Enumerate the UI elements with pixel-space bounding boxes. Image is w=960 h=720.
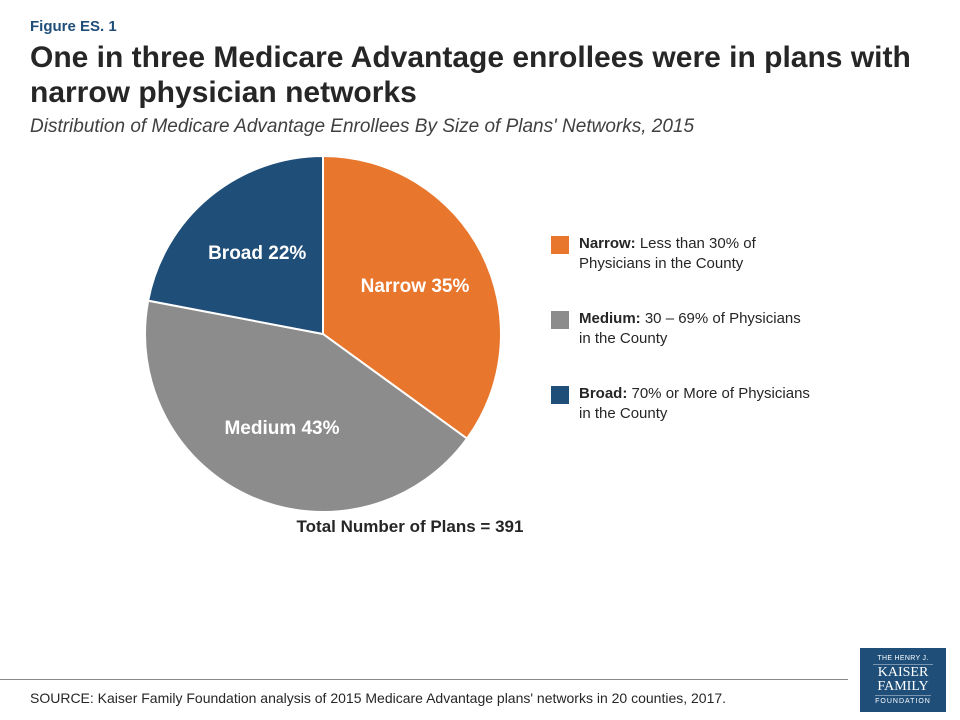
legend-swatch-narrow — [551, 236, 569, 254]
pie-label-broad: Broad 22% — [208, 243, 306, 265]
pie-label-medium: Medium 43% — [224, 418, 339, 440]
pie-chart: Narrow 35% Medium 43% Broad 22% — [145, 156, 501, 517]
total-plans-line: Total Number of Plans = 391 — [0, 517, 930, 537]
logo-line2a: KAISER — [878, 666, 929, 680]
logo-line2b: FAMILY — [877, 680, 928, 694]
figure-number: Figure ES. 1 — [30, 18, 930, 35]
kff-logo: THE HENRY J. KAISER FAMILY FOUNDATION — [860, 648, 946, 712]
logo-line3: FOUNDATION — [875, 695, 931, 705]
legend-text-broad: Broad: 70% or More of Physicians in the … — [579, 384, 811, 423]
legend-text-medium: Medium: 30 – 69% of Physicians in the Co… — [579, 309, 811, 348]
legend-item-narrow: Narrow: Less than 30% of Physicians in t… — [551, 234, 811, 273]
logo-line1: THE HENRY J. — [873, 655, 932, 665]
legend: Narrow: Less than 30% of Physicians in t… — [551, 156, 811, 423]
pie-label-narrow: Narrow 35% — [361, 276, 470, 298]
legend-swatch-broad — [551, 386, 569, 404]
pie-svg — [145, 156, 501, 512]
legend-text-narrow: Narrow: Less than 30% of Physicians in t… — [579, 234, 811, 273]
legend-swatch-medium — [551, 311, 569, 329]
source-note: SOURCE: Kaiser Family Foundation analysi… — [0, 679, 848, 720]
chart-subtitle: Distribution of Medicare Advantage Enrol… — [30, 116, 930, 138]
legend-item-broad: Broad: 70% or More of Physicians in the … — [551, 384, 811, 423]
chart-title: One in three Medicare Advantage enrollee… — [30, 41, 930, 110]
legend-item-medium: Medium: 30 – 69% of Physicians in the Co… — [551, 309, 811, 348]
